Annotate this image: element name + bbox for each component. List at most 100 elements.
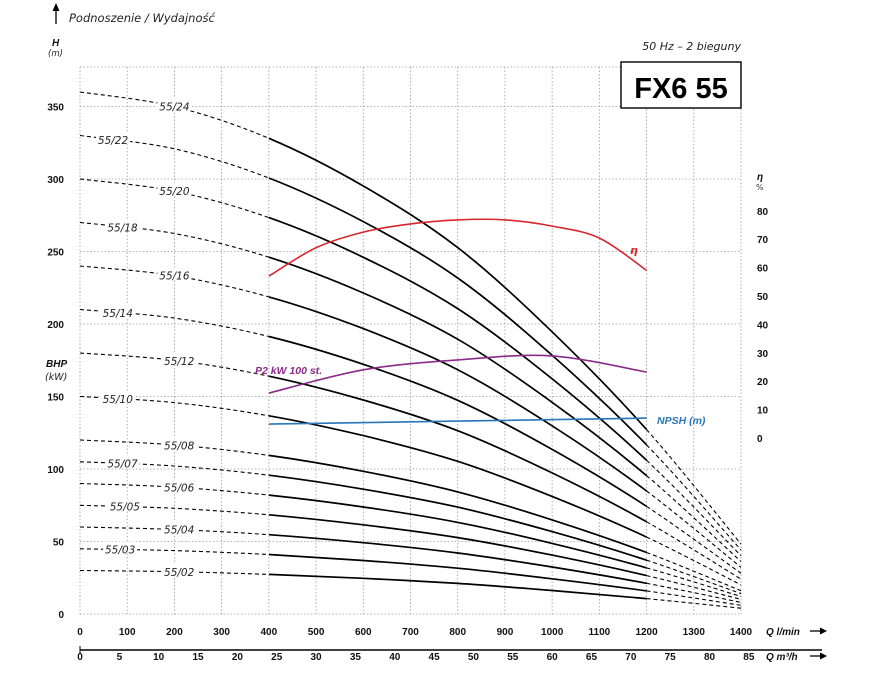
x2-tick-label: 80 <box>704 652 716 663</box>
y-tick-label: 300 <box>47 175 64 186</box>
curve-label: 55/14 <box>103 308 133 320</box>
head-curve-dashed-high <box>646 559 742 595</box>
head-curve-dashed-high <box>646 582 742 603</box>
power-curve-label: P2 kW 100 st. <box>255 365 322 377</box>
head-curve-dashed-high <box>646 429 742 545</box>
head-curve-dashed-low <box>79 178 270 219</box>
eta-tick-label: 30 <box>757 349 769 360</box>
x-tick-label: 600 <box>355 627 372 638</box>
curve-label: 55/05 <box>110 502 141 514</box>
x-tick-label: 900 <box>497 627 514 638</box>
head-curve-dashed-low <box>79 548 269 556</box>
frequency-label: 50 Hz – 2 bieguny <box>642 40 741 53</box>
head-curve-55-07: 55/07 <box>79 455 742 595</box>
eta-tick-label: 70 <box>757 235 769 246</box>
y-axis-arrow-icon <box>52 3 60 24</box>
curve-label: 55/10 <box>103 394 134 406</box>
curve-label-background <box>162 521 197 534</box>
head-curve-dashed-high <box>646 551 742 592</box>
curve-label-background <box>105 455 140 468</box>
model-title: FX6 55 <box>634 73 728 105</box>
head-curve-dashed-high <box>646 505 742 574</box>
curve-label-background <box>100 304 135 317</box>
head-curve-solid <box>268 414 647 538</box>
curve-label-background <box>157 267 192 280</box>
curve-label: 55/07 <box>107 459 138 471</box>
x2-tick-label: 50 <box>468 652 480 663</box>
x2-axis-label-text: Q m³/h <box>766 652 798 663</box>
head-curve-55-18: 55/18 <box>79 219 742 562</box>
y-axis-label: H <box>52 38 60 49</box>
x2-tick-label: 70 <box>625 652 637 663</box>
y-tick-label: 50 <box>53 538 65 549</box>
eta-tick-label: 40 <box>757 320 769 331</box>
head-curve-55-16: 55/16 <box>79 265 742 568</box>
x-tick-label: 500 <box>308 627 325 638</box>
x-tick-label: 100 <box>119 627 136 638</box>
head-curve-55-03: 55/03 <box>79 541 742 606</box>
y-tick-label: 100 <box>47 465 64 476</box>
head-curve-55-20: 55/20 <box>79 178 742 557</box>
model-box: FX6 55 <box>620 61 742 109</box>
x2-tick-label: 60 <box>547 652 559 663</box>
head-curve-solid <box>268 513 647 577</box>
x-tick-label: 700 <box>402 627 419 638</box>
y-tick-label: 350 <box>47 103 64 114</box>
curve-label-background <box>96 132 131 145</box>
x-tick-label: 200 <box>166 627 183 638</box>
head-curve-dashed-high <box>646 536 742 586</box>
curve-label: 55/06 <box>164 483 195 495</box>
x-tick-label: 300 <box>213 627 230 638</box>
head-curve-55-02: 55/02 <box>79 563 742 609</box>
x2-tick-label: 5 <box>117 652 123 663</box>
head-curve-dashed-high <box>646 598 742 609</box>
x2-tick-label: 30 <box>311 652 323 663</box>
x-tick-label: 1100 <box>589 627 611 638</box>
x2-tick-label: 55 <box>507 652 519 663</box>
efficiency-curve-label: η <box>630 244 638 257</box>
head-curve-dashed-high <box>646 475 742 562</box>
x2-axis-label: Q m³/h <box>766 652 798 663</box>
x-axis-label: Q l/min <box>766 627 800 638</box>
head-curve-55-12: 55/12 <box>79 352 742 580</box>
x-tick-label: 1400 <box>730 627 753 638</box>
curve-label: 55/03 <box>105 545 135 557</box>
eta-tick-label: 50 <box>757 292 769 303</box>
curve-label-background <box>162 353 197 366</box>
head-curve-dashed-high <box>646 575 742 600</box>
curve-label: 55/24 <box>159 102 189 114</box>
eta-tick-label: 10 <box>757 406 769 417</box>
curve-label: 55/22 <box>98 135 129 147</box>
bhp-axis-label: BHP <box>46 359 67 370</box>
head-curve-55-05: 55/05 <box>79 498 742 600</box>
x2-tick-label: 25 <box>271 652 283 663</box>
head-curve-55-10: 55/10 <box>79 390 742 586</box>
head-curve-solid <box>268 375 648 523</box>
head-curve-55-22: 55/22 <box>79 132 742 551</box>
head-curve-dashed-low <box>79 504 269 516</box>
x2-tick-label: 75 <box>665 652 677 663</box>
x2-tick-label: 20 <box>232 652 244 663</box>
head-curve-55-24: 55/24 <box>79 91 742 545</box>
head-curve-solid <box>268 494 647 569</box>
x-tick-label: 1300 <box>683 627 706 638</box>
head-curve-solid <box>268 137 648 431</box>
head-curve-solid <box>268 573 647 600</box>
head-curve-dashed-high <box>646 459 742 557</box>
x2-tick-label: 85 <box>743 652 755 663</box>
y-tick-label: 250 <box>47 248 64 259</box>
head-curve-solid <box>268 454 647 554</box>
curve-label-background <box>162 563 197 576</box>
head-curve-solid <box>268 216 648 461</box>
power-curve <box>268 354 647 394</box>
x-tick-label: 800 <box>449 627 466 638</box>
eta-tick-label: 20 <box>757 377 769 388</box>
curve-label: 55/12 <box>164 356 195 368</box>
head-curve-dashed-high <box>646 444 742 551</box>
head-curve-55-06: 55/06 <box>79 479 742 598</box>
head-curve-dashed-low <box>79 461 269 476</box>
x2-tick-label: 10 <box>153 652 165 663</box>
head-curve-55-08: 55/08 <box>79 437 742 592</box>
curve-label: 55/02 <box>164 567 195 579</box>
